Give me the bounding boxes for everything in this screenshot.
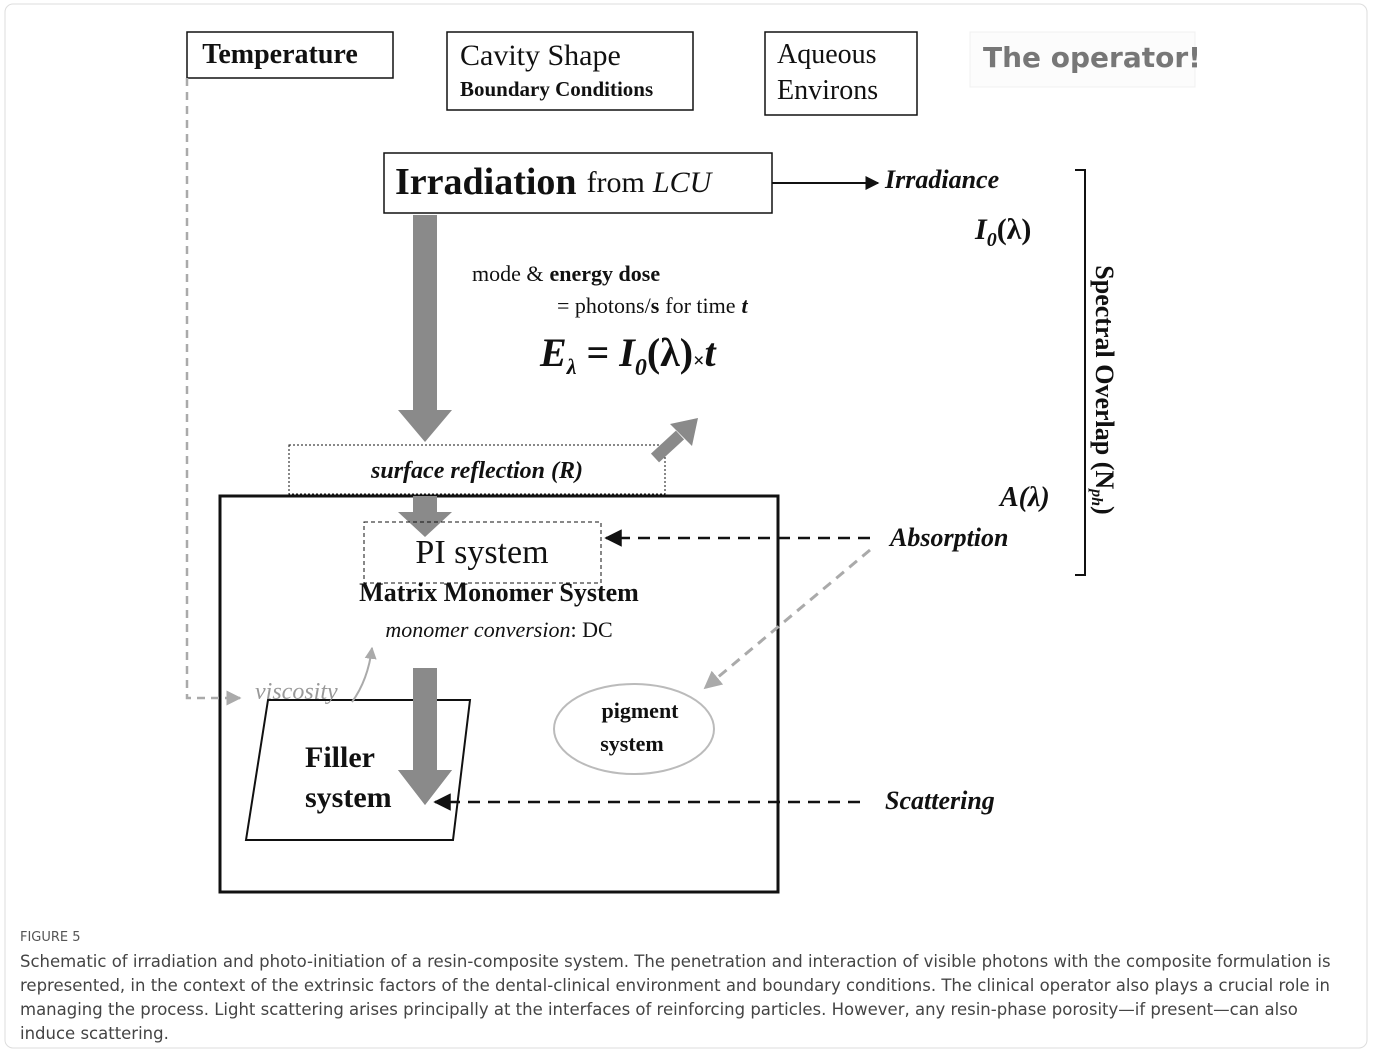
filler-shape [244, 699, 472, 841]
text: surface reflection (R) [370, 458, 583, 484]
bracket [1075, 169, 1086, 576]
text: Aqueous [777, 39, 877, 70]
spectral-overlap-label: Spectral Overlap (Nph) [1088, 265, 1119, 514]
dose-label: = photons/s for time t [557, 293, 749, 318]
dose-label: mode & energy dose [472, 261, 660, 286]
boundary-label: Boundary Conditions [460, 77, 653, 101]
text: pigment [602, 698, 680, 723]
text: Irradiance [884, 165, 999, 194]
photon-arrow [398, 496, 452, 537]
text: mode & [472, 261, 544, 286]
text: viscosity [255, 679, 338, 705]
text: Boundary Conditions [460, 77, 653, 101]
text: (λ) [647, 330, 693, 375]
text: Scattering [885, 786, 995, 815]
scattering-label: Scattering [885, 786, 995, 815]
text: monomer conversion [385, 617, 570, 642]
cavity-box [446, 31, 694, 111]
pigment-arrow [703, 548, 871, 690]
text: ) [1090, 506, 1119, 515]
text: ph [1088, 487, 1105, 506]
text: I [618, 330, 636, 375]
text: s [651, 293, 660, 318]
pigment-label: pigment [602, 698, 680, 723]
aqueous-label: Environs [777, 75, 878, 106]
text: λ [566, 354, 577, 379]
text: energy dose [550, 261, 661, 286]
text: t [705, 330, 718, 375]
reflection-arrow-head [670, 418, 698, 446]
temperature-box [186, 31, 394, 79]
text: system [600, 731, 664, 756]
text: (λ) [997, 213, 1032, 246]
reflection-arrow [650, 430, 685, 463]
intensity-label: I0(λ) [974, 213, 1031, 251]
cavity-label: Cavity Shape [460, 39, 621, 72]
viscosity-arrow [351, 646, 377, 703]
aqueous-label: Aqueous [777, 39, 877, 70]
conversion-label: monomer conversion: DC [385, 617, 612, 642]
text: = [586, 330, 609, 375]
text: 0 [635, 355, 647, 381]
text: Spectral Overlap (N [1090, 265, 1119, 489]
pi-label: PI system [415, 534, 548, 571]
operator-label: The operator! [983, 41, 1201, 74]
text: I [974, 213, 988, 246]
aqueous-box [764, 31, 918, 116]
text: LCU [652, 166, 714, 199]
matrix-label: Matrix Monomer System [359, 578, 639, 607]
temperature-label: Temperature [202, 39, 358, 70]
frame [4, 3, 1368, 1049]
text: The operator! [983, 41, 1201, 74]
temperature-arrow [185, 78, 242, 706]
text: Irradiation [395, 161, 577, 203]
irradiance-label: Irradiance [884, 165, 999, 194]
text: system [305, 781, 392, 814]
reflection-label: surface reflection (R) [370, 458, 583, 484]
text: 0 [987, 229, 997, 251]
text: = photons/ [557, 293, 652, 318]
caption-label: FIGURE 5 [20, 930, 81, 945]
irradiation-label: Irradiation from LCU [395, 161, 714, 203]
text: Absorption [888, 523, 1009, 552]
photon-arrow [398, 668, 452, 805]
text: A(λ) [998, 482, 1050, 513]
text: Temperature [202, 39, 358, 70]
text: Matrix Monomer System [359, 578, 639, 607]
pigment-label: system [600, 731, 664, 756]
absorption-label: Absorption [888, 523, 1009, 552]
text: Cavity Shape [460, 39, 621, 72]
photon-arrow [398, 215, 452, 442]
filler-label: system [305, 781, 392, 814]
text: E [539, 330, 567, 375]
text: Environs [777, 75, 878, 106]
text: t [742, 293, 749, 318]
caption-text: Schematic of irradiation and photo-initi… [20, 952, 1331, 1043]
viscosity-label: viscosity [255, 679, 338, 705]
text: × [693, 350, 704, 372]
equation: Eλ = I0(λ)×t [539, 330, 718, 380]
text: from [587, 166, 645, 199]
text: Filler [305, 741, 375, 774]
text: PI system [415, 534, 548, 571]
reflection-box [288, 444, 666, 495]
text: for time [665, 293, 735, 318]
composite-box [218, 494, 780, 894]
text: : DC [570, 617, 612, 642]
pi-box [363, 521, 602, 584]
operator-box [969, 31, 1196, 88]
filler-label: Filler [305, 741, 375, 774]
pigment-ellipse [553, 683, 715, 775]
absorbance-label: A(λ) [998, 482, 1050, 513]
